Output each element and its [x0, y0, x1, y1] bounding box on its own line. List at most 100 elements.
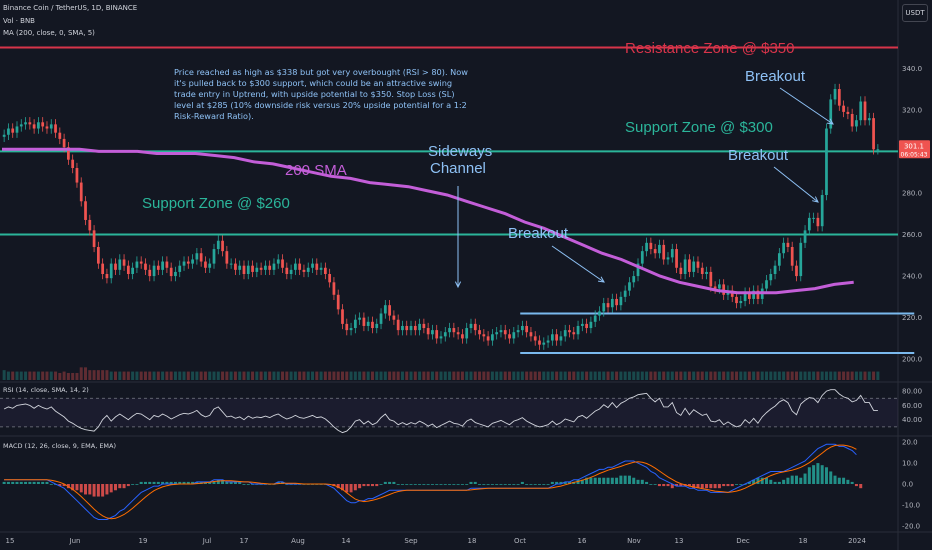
- rsi-tick-label: 60.00: [902, 402, 922, 410]
- macd-histogram-bar: [15, 481, 19, 484]
- volume-bar: [156, 371, 160, 380]
- macd-histogram-bar: [812, 465, 816, 484]
- candle-body: [315, 263, 319, 270]
- volume-bar: [109, 371, 113, 380]
- volume-bar: [255, 371, 259, 380]
- volume-bar: [700, 371, 704, 380]
- macd-histogram-bar: [499, 484, 503, 485]
- volume-bar: [332, 371, 336, 380]
- analysis-note: Price reached as high as $338 but got ve…: [174, 67, 468, 121]
- volume-bar: [353, 371, 357, 380]
- candle-body: [572, 332, 576, 335]
- candle-body: [790, 246, 794, 266]
- volume-bar: [769, 371, 773, 380]
- macd-histogram-bar: [452, 484, 456, 485]
- macd-histogram-bar: [705, 484, 709, 489]
- volume-bar: [71, 372, 75, 380]
- candle-body: [769, 274, 773, 281]
- candle-body: [829, 99, 833, 129]
- macd-histogram-bar: [615, 477, 619, 484]
- volume-bar: [319, 371, 323, 380]
- candle-body: [24, 122, 27, 125]
- volume-bar: [24, 371, 28, 380]
- macd-histogram-bar: [208, 481, 212, 484]
- volume-bar: [842, 371, 846, 380]
- currency-button[interactable]: USDT: [902, 4, 928, 22]
- volume-bar: [486, 371, 490, 380]
- volume-bar: [872, 371, 876, 380]
- volume-bar: [615, 371, 619, 380]
- candle-body: [546, 340, 550, 343]
- volume-bar: [550, 371, 554, 380]
- macd-histogram-bar: [345, 484, 349, 493]
- macd-title: MACD (12, 26, close, 9, EMA, EMA): [3, 442, 116, 450]
- volume-bar: [272, 371, 276, 380]
- volume-bar: [118, 371, 122, 380]
- x-tick-label: Dec: [736, 537, 750, 545]
- candle-body: [41, 122, 45, 127]
- macd-histogram-bar: [448, 484, 452, 485]
- candle-body: [178, 265, 182, 272]
- candle-body: [645, 242, 648, 252]
- volume-bar: [268, 371, 272, 380]
- macd-histogram-bar: [670, 484, 674, 489]
- candle-body: [366, 321, 370, 326]
- candle-body: [7, 128, 10, 135]
- candle-body: [855, 120, 858, 127]
- candle-body: [593, 315, 597, 322]
- macd-histogram-bar: [233, 481, 237, 484]
- price-tick-label: 340.0: [902, 65, 922, 73]
- candle-body: [311, 263, 314, 268]
- candle-body: [765, 280, 768, 289]
- candle-body: [306, 267, 310, 272]
- macd-histogram-bar: [580, 479, 584, 484]
- candle-body: [619, 296, 623, 306]
- volume-bar: [863, 371, 867, 380]
- macd-histogram-bar: [45, 481, 49, 484]
- candle-body: [495, 332, 499, 335]
- x-tick-label: Aug: [291, 537, 305, 545]
- macd-tick-label: 10.0: [902, 460, 918, 468]
- macd-histogram-bar: [627, 475, 631, 484]
- candle-body: [812, 217, 815, 219]
- macd-histogram-bar: [105, 484, 109, 495]
- volume-bar: [824, 371, 828, 380]
- candle-body: [752, 290, 756, 299]
- candle-body: [559, 336, 563, 341]
- macd-histogram-bar: [84, 484, 88, 495]
- macd-histogram-bar: [221, 479, 225, 484]
- candle-body: [289, 269, 293, 275]
- candle-body: [345, 323, 349, 331]
- volume-bar: [173, 371, 177, 380]
- volume-bar: [567, 371, 571, 380]
- candle-body: [837, 89, 841, 106]
- volume-bar: [289, 371, 293, 380]
- candle-body: [842, 105, 845, 112]
- volume-bar: [203, 371, 207, 380]
- candle-body: [666, 257, 670, 260]
- volume-bar: [452, 371, 456, 380]
- volume-bar: [392, 371, 396, 380]
- candle-body: [486, 336, 490, 341]
- candle-body: [610, 298, 614, 308]
- candle-body: [383, 305, 387, 314]
- volume-bar: [812, 371, 816, 380]
- macd-histogram-bar: [777, 481, 781, 484]
- candle-body: [84, 201, 87, 220]
- candle-body: [229, 263, 233, 265]
- macd-histogram-bar: [36, 481, 40, 484]
- macd-histogram-bar: [538, 484, 542, 485]
- candle-body: [431, 330, 434, 335]
- candle-body: [713, 286, 717, 289]
- candle-body: [268, 265, 272, 270]
- volume-bar: [36, 371, 40, 380]
- candle-body: [598, 311, 601, 316]
- volume-bar: [807, 371, 811, 380]
- x-tick-label: Oct: [514, 537, 526, 545]
- volume-bar: [45, 371, 49, 380]
- macd-histogram-bar: [238, 481, 242, 484]
- sma-label: 200 SMA: [285, 162, 347, 179]
- volume-bar: [782, 371, 786, 380]
- macd-histogram-bar: [816, 463, 820, 484]
- candle-body: [473, 323, 477, 331]
